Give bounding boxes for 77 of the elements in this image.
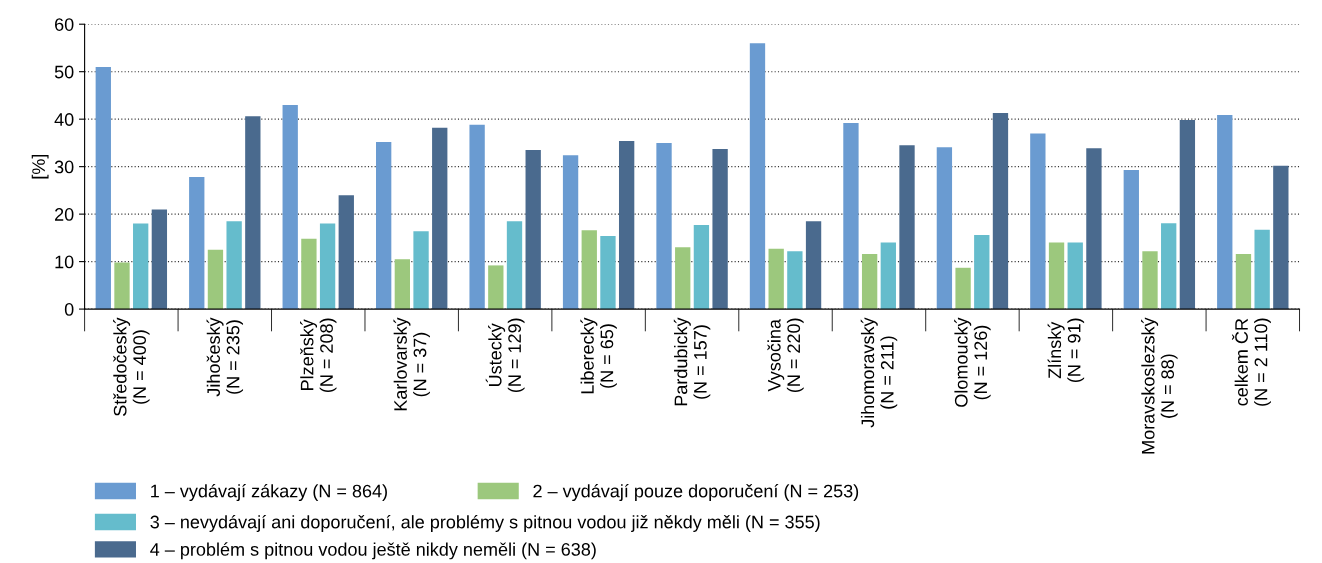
bar [1217,114,1233,310]
bar [1179,120,1196,310]
y-tick-label: 50 [54,65,74,79]
legend-label: 1 – vydávají zákazy (N = 864) [151,483,387,502]
x-tick-label: Liberecký (N = 65) [580,317,617,394]
y-axis-title: [%] [31,154,49,179]
bar [282,104,298,310]
y-tick-label: 0 [64,303,74,316]
bar [432,127,448,310]
bar [469,124,485,310]
bar [506,221,523,310]
bar [768,248,784,310]
bar [1273,165,1289,310]
bar [525,150,541,310]
y-tick-label: 40 [54,113,74,126]
x-tick-label: Moravskoslezský (N = 88) [1141,317,1178,454]
x-tick-label: Zlínský (N = 91) [1047,318,1085,383]
bar [488,265,504,310]
bar [974,235,990,310]
bar [675,247,691,310]
bar [151,209,168,310]
x-tick-label: celkem ČR (N = 2 110) [1231,318,1271,406]
bar [226,221,242,310]
bar [600,235,616,310]
x-tick-label: Karlovarský (N = 37) [393,317,430,411]
legend-label: 3 – nevydávají ani doporučení, ale problémy s pitnou vodou již někdy měli (N = 355) [150,514,820,532]
x-tick-label: Pardubický (N = 157) [673,317,711,406]
bar [319,223,336,310]
bar [581,230,597,310]
bar [880,242,896,310]
bar [749,43,766,310]
bar [95,66,111,310]
bar [245,116,261,310]
bar [1048,242,1065,310]
bar [189,177,205,310]
bar [1254,229,1270,310]
legend-label: 4 – problém s pitnou vodou ještě nikdy neměli (N = 638) [150,542,596,560]
bar [376,141,392,310]
bar [693,225,710,310]
x-tick-label: Jihomoravský (N = 211) [860,317,898,428]
bar [301,238,317,310]
x-tick-label: Vysočina (N = 220) [767,318,804,393]
bar [338,195,354,310]
bar [936,147,953,310]
bar [787,251,803,310]
bar [618,141,635,310]
bar [1067,242,1083,310]
bar [1086,148,1102,310]
bar [413,231,429,310]
y-tick-label: 30 [54,160,74,174]
bar [114,262,130,310]
bar [899,145,915,310]
y-tick-label: 20 [55,208,74,221]
x-tick-label: Olomoucký (N = 126) [954,317,991,407]
bar [1123,169,1139,310]
bar [207,249,224,310]
y-tick-label: 60 [55,18,74,31]
bar [843,122,859,310]
bar [562,155,579,310]
y-tick-label: 10 [55,255,74,269]
bar [1030,133,1046,310]
bar [394,259,411,310]
legend-label: 2 – vydávají pouze doporučení (N = 253) [533,483,859,502]
x-tick-label: Jihočeský (N = 235) [206,317,244,397]
bar [133,223,149,310]
bar [955,267,971,310]
bar [656,142,672,310]
x-tick-label: Ústecký (N = 129) [485,318,525,393]
bar [1235,254,1252,310]
bar [1161,223,1177,310]
x-tick-label: Plzeňský (N = 208) [300,318,337,393]
bar [712,149,728,310]
bar [861,254,878,310]
x-tick-label: Středočeský (N = 400) [113,317,150,416]
bar [1142,251,1158,310]
bar [805,221,822,310]
bar [992,113,1009,310]
